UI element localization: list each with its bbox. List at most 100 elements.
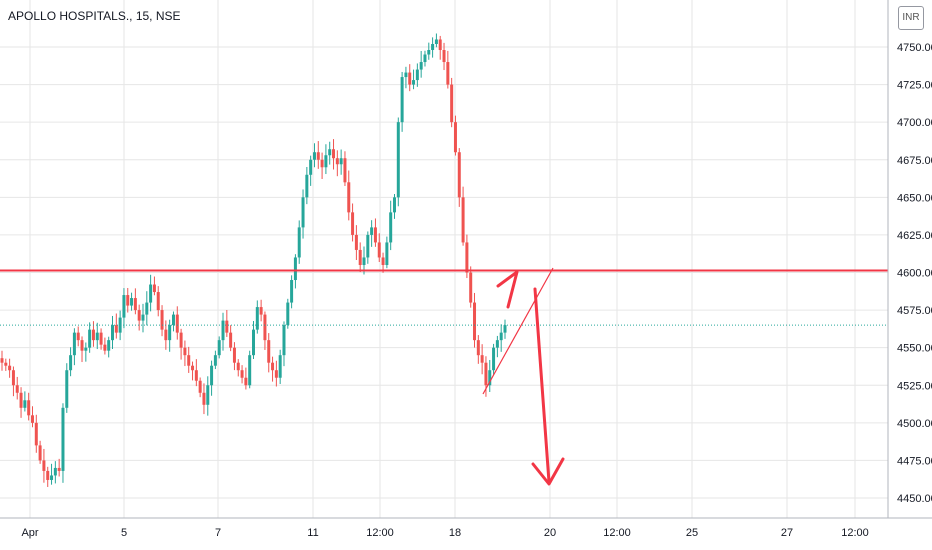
- arrow-down-shaft[interactable]: [533, 287, 551, 484]
- candle-body: [217, 340, 221, 356]
- y-tick-label: 4725.00: [897, 80, 932, 92]
- price-axis[interactable]: 4450.00 4475.00 4500.00 4525.00 4550.00 4575.…: [887, 0, 932, 550]
- candle-body: [495, 340, 499, 348]
- candle: [320, 152, 324, 179]
- candle: [286, 298, 290, 329]
- x-tick-label: 12:00: [603, 527, 631, 539]
- candle: [4, 358, 8, 371]
- candle-body: [229, 332, 233, 348]
- candle-body: [343, 158, 347, 183]
- candlestick-series: [0, 33, 507, 487]
- drawing-annotations[interactable]: [482, 267, 565, 486]
- candle-body: [297, 227, 301, 258]
- candle: [236, 359, 240, 377]
- currency-badge[interactable]: INR: [898, 6, 924, 30]
- candle: [484, 356, 488, 397]
- candle: [396, 117, 400, 207]
- arrow-up[interactable]: [496, 270, 519, 309]
- candle: [27, 392, 31, 421]
- candle-body: [57, 467, 61, 471]
- candle-body: [427, 50, 431, 55]
- price-axis-bg: [888, 0, 932, 550]
- candle: [427, 42, 431, 60]
- candle-body: [122, 295, 126, 318]
- candle: [438, 35, 442, 60]
- candle-body: [259, 307, 263, 315]
- candle: [473, 292, 477, 348]
- candle: [11, 366, 15, 397]
- candle-body: [293, 257, 297, 281]
- candle: [389, 200, 393, 251]
- candle-body: [351, 212, 355, 235]
- candle-body: [290, 280, 294, 303]
- x-tick-label: 7: [215, 527, 221, 539]
- candle: [84, 342, 88, 362]
- candle: [305, 167, 309, 205]
- candle-body: [236, 362, 240, 371]
- candle-body: [415, 69, 419, 81]
- candle: [469, 266, 473, 308]
- candle-body: [385, 242, 389, 265]
- candle-body: [72, 332, 76, 356]
- candle: [50, 463, 54, 485]
- candle-body: [213, 355, 217, 366]
- candle: [244, 367, 248, 390]
- arrow-down-head[interactable]: [531, 457, 565, 486]
- candle: [434, 33, 438, 48]
- candle-body: [175, 314, 179, 333]
- x-tick-label: 12:00: [366, 527, 394, 539]
- trend-line[interactable]: [482, 267, 554, 395]
- candle: [103, 337, 107, 355]
- candle: [130, 292, 134, 311]
- candle: [179, 328, 183, 360]
- candle-body: [202, 392, 206, 405]
- y-tick-label: 4700.00: [897, 117, 932, 129]
- candle: [88, 322, 92, 353]
- candle: [290, 275, 294, 309]
- candle: [358, 242, 362, 272]
- candle: [423, 50, 427, 67]
- candle-body: [65, 370, 69, 408]
- candle-body: [145, 302, 149, 315]
- candle: [152, 276, 156, 296]
- candle: [30, 406, 34, 428]
- candle: [210, 360, 214, 396]
- chart-title: APOLLO HOSPITALS., 15, NSE: [8, 9, 181, 23]
- candle: [72, 328, 76, 366]
- candle-body: [446, 62, 450, 85]
- x-tick-label: 12:00: [841, 527, 869, 539]
- candle: [217, 336, 221, 359]
- candle-body: [95, 332, 99, 341]
- candle: [248, 350, 252, 389]
- candle-body: [179, 332, 183, 348]
- candle: [80, 336, 84, 363]
- candle: [221, 312, 225, 351]
- candle-body: [305, 174, 309, 198]
- y-tick-label: 4500.00: [897, 418, 932, 430]
- candle-body: [438, 39, 442, 51]
- candle-body: [347, 182, 351, 213]
- candle-body: [141, 314, 145, 321]
- candle: [263, 311, 267, 350]
- candle-body: [400, 77, 404, 123]
- candle: [339, 149, 343, 175]
- candle: [57, 458, 61, 477]
- candle: [240, 365, 244, 384]
- candle-body: [381, 257, 385, 265]
- candle-body: [42, 460, 46, 471]
- candle-body: [370, 227, 374, 235]
- candle-body: [99, 332, 103, 345]
- candle-body: [476, 340, 480, 356]
- candle: [46, 466, 50, 487]
- candle: [225, 309, 229, 337]
- time-axis[interactable]: Apr 5 7 11 12:00 18 20 12:00 25 27 12:00: [0, 517, 932, 539]
- candle: [42, 448, 46, 483]
- candle: [76, 326, 80, 347]
- candle-body: [232, 347, 236, 363]
- candle: [8, 358, 12, 378]
- candle: [488, 359, 492, 392]
- candle-body: [244, 377, 248, 386]
- candle: [274, 360, 278, 387]
- candle-body: [434, 39, 438, 44]
